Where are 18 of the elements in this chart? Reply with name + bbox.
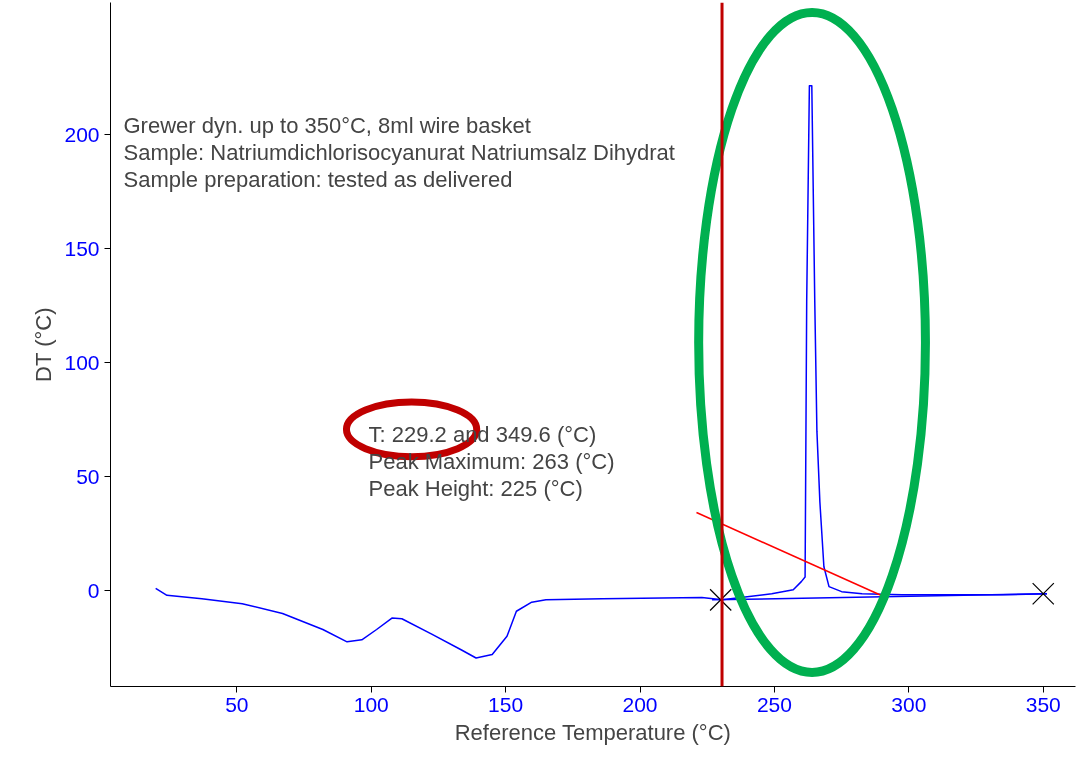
annotation: Grewer dyn. up to 350°C, 8ml wire basket: [123, 113, 531, 138]
y-tick-label: 50: [76, 464, 100, 488]
x-axis-title: Reference Temperature (°C): [454, 719, 731, 745]
x-tick-label: 350: [1025, 692, 1061, 716]
x-tick-label: 200: [622, 692, 658, 716]
x-tick-label: 150: [488, 692, 524, 716]
y-tick-label: 150: [64, 236, 100, 260]
x-tick-label: 250: [756, 692, 792, 716]
y-tick-label: 100: [64, 350, 100, 374]
x-tick-label: 100: [353, 692, 389, 716]
y-axis-title: DT (°C): [31, 307, 57, 382]
y-tick-label: 200: [64, 122, 100, 146]
x-tick-label: 300: [891, 692, 927, 716]
annotation: Sample: Natriumdichlorisocyanurat Natriumsalz Dihydrat: [123, 140, 675, 165]
annotation: Sample preparation: tested as delivered: [123, 167, 513, 192]
y-tick-label: 0: [87, 578, 100, 602]
annotation: Peak Height: 225 (°C): [368, 476, 583, 501]
x-tick-label: 50: [225, 692, 249, 716]
